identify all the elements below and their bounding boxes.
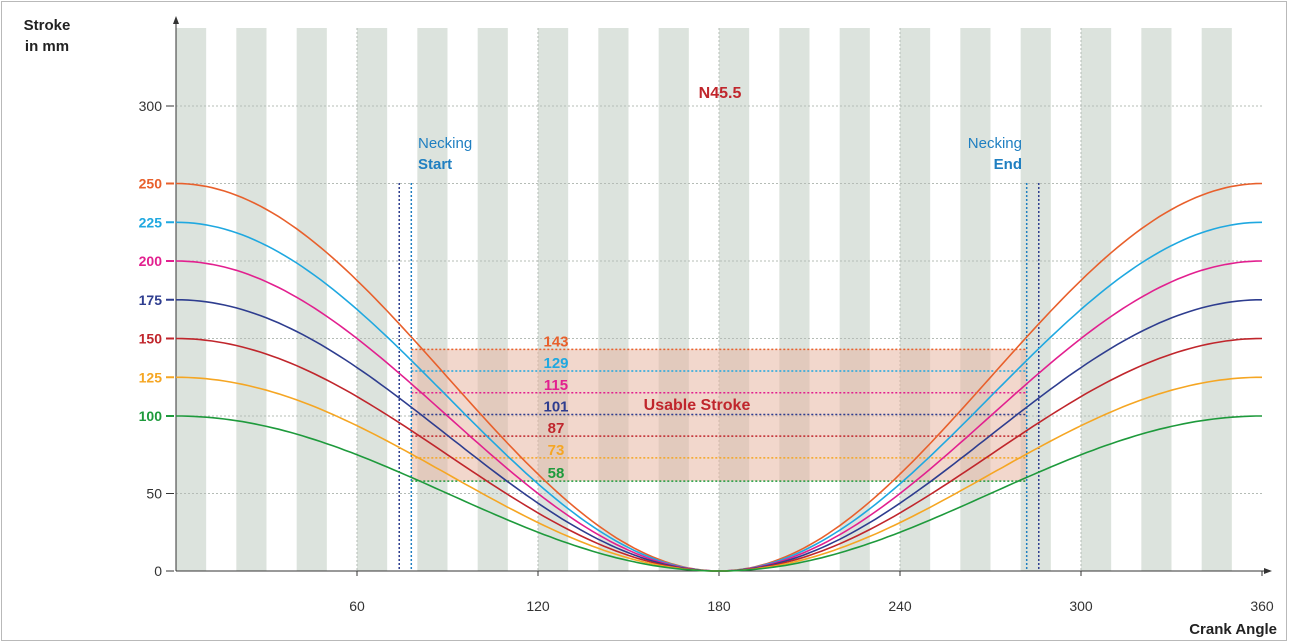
- y-tick-label: 300: [139, 98, 163, 114]
- background-stripe: [417, 28, 448, 571]
- y-tick-label: 0: [154, 563, 162, 579]
- necking-end-label-bold: End: [994, 156, 1022, 173]
- y-axis-arrow: [173, 16, 179, 24]
- series-stroke-label: 125: [139, 369, 163, 385]
- y-axis-label: Stroke: [24, 17, 71, 34]
- background-stripe: [1141, 28, 1172, 571]
- x-tick-label: 300: [1069, 598, 1093, 614]
- background-stripe: [719, 28, 750, 571]
- background-stripe: [1020, 28, 1051, 571]
- background-stripe: [779, 28, 810, 571]
- usable-stroke-label: Usable Stroke: [644, 397, 751, 414]
- series-stroke-label: 225: [139, 214, 163, 230]
- usable-stroke-value: 115: [544, 377, 568, 394]
- background-stripes: [176, 28, 1232, 571]
- background-stripe: [598, 28, 629, 571]
- usable-stroke-value: 101: [543, 398, 568, 415]
- series-lines: [175, 182, 1263, 572]
- series-line: [176, 415, 1262, 572]
- series-stroke-label: 100: [139, 408, 163, 424]
- background-stripe: [236, 28, 267, 571]
- series-stroke-label: 175: [139, 292, 163, 308]
- usable-stroke-band: 143 129 115 101 87 73 58: [411, 333, 1027, 482]
- axes: 60 120 180 240 300 360 0 50 300 250 225 200 175 150 12…: [139, 16, 1274, 614]
- background-stripe: [839, 28, 870, 571]
- series-stroke-label: 200: [139, 253, 163, 269]
- usable-stroke-value: 58: [548, 465, 565, 482]
- y-axis-label-unit: in mm: [25, 38, 69, 55]
- x-tick-label: 120: [526, 598, 550, 614]
- necking-start-label: Necking: [418, 135, 472, 152]
- y-tick-label: 50: [146, 486, 162, 502]
- x-axis-arrow: [1264, 568, 1272, 574]
- necking-lines: [398, 183, 1040, 571]
- background-stripe: [477, 28, 508, 571]
- usable-stroke-value: 129: [543, 355, 568, 372]
- necking-end-label: Necking: [968, 135, 1022, 152]
- usable-stroke-value: 73: [548, 442, 565, 459]
- series-stroke-label: 250: [139, 176, 163, 192]
- background-stripe: [1201, 28, 1232, 571]
- x-tick-label: 240: [888, 598, 912, 614]
- background-stripe: [538, 28, 569, 571]
- x-axis-label: Crank Angle: [1189, 621, 1277, 638]
- series-stroke-label: 150: [139, 331, 163, 347]
- usable-stroke-value: 87: [548, 420, 565, 437]
- x-tick-label: 360: [1250, 598, 1274, 614]
- background-stripe: [658, 28, 689, 571]
- usable-stroke-value: 143: [543, 333, 568, 350]
- necking-start-label-bold: Start: [418, 156, 452, 173]
- usable-stroke-area: [411, 349, 1027, 482]
- background-stripe: [1081, 28, 1112, 571]
- chart-labels: Stroke in mm Crank Angle N45.5 Necking S…: [24, 17, 1277, 638]
- x-tick-label: 60: [349, 598, 365, 614]
- x-tick-label: 180: [707, 598, 731, 614]
- chart-title: N45.5: [699, 85, 742, 102]
- background-stripe: [960, 28, 991, 571]
- background-stripe: [357, 28, 388, 571]
